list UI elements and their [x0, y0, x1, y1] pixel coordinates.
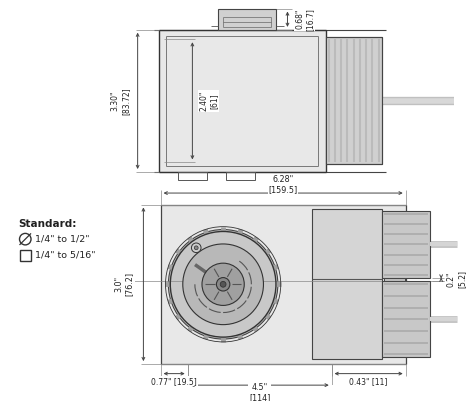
Circle shape: [168, 229, 278, 339]
Bar: [313, 209, 382, 359]
Bar: [178, 172, 207, 180]
Bar: [19, 250, 31, 261]
Text: 0.68"
[16.7]: 0.68" [16.7]: [295, 8, 315, 30]
Circle shape: [202, 263, 244, 306]
Bar: [326, 37, 382, 164]
Circle shape: [217, 277, 230, 291]
Text: 3.0"
[76.2]: 3.0" [76.2]: [114, 272, 134, 296]
Bar: [382, 211, 429, 277]
Circle shape: [183, 244, 263, 325]
Bar: [382, 282, 429, 357]
Circle shape: [220, 282, 226, 287]
Bar: [161, 205, 406, 364]
Bar: [159, 30, 326, 172]
Text: 1/4" to 5/16": 1/4" to 5/16": [35, 251, 96, 260]
Text: Standard:: Standard:: [18, 219, 77, 229]
Text: 2.40"
[61]: 2.40" [61]: [199, 91, 219, 111]
Bar: [226, 172, 255, 180]
Text: 0.77" [19.5]: 0.77" [19.5]: [151, 377, 197, 386]
Text: 3.30"
[83.72]: 3.30" [83.72]: [111, 87, 130, 115]
Bar: [384, 277, 404, 282]
Text: 0.43" [11]: 0.43" [11]: [350, 377, 388, 386]
Bar: [219, 9, 276, 30]
Text: 4.5"
[114]: 4.5" [114]: [249, 383, 270, 401]
Circle shape: [192, 243, 201, 253]
Text: 0.2"
[5.2]: 0.2" [5.2]: [447, 271, 466, 288]
Circle shape: [194, 246, 198, 250]
Text: 6.28"
[159.5]: 6.28" [159.5]: [269, 175, 298, 194]
Text: 1/4" to 1/2": 1/4" to 1/2": [35, 235, 89, 244]
